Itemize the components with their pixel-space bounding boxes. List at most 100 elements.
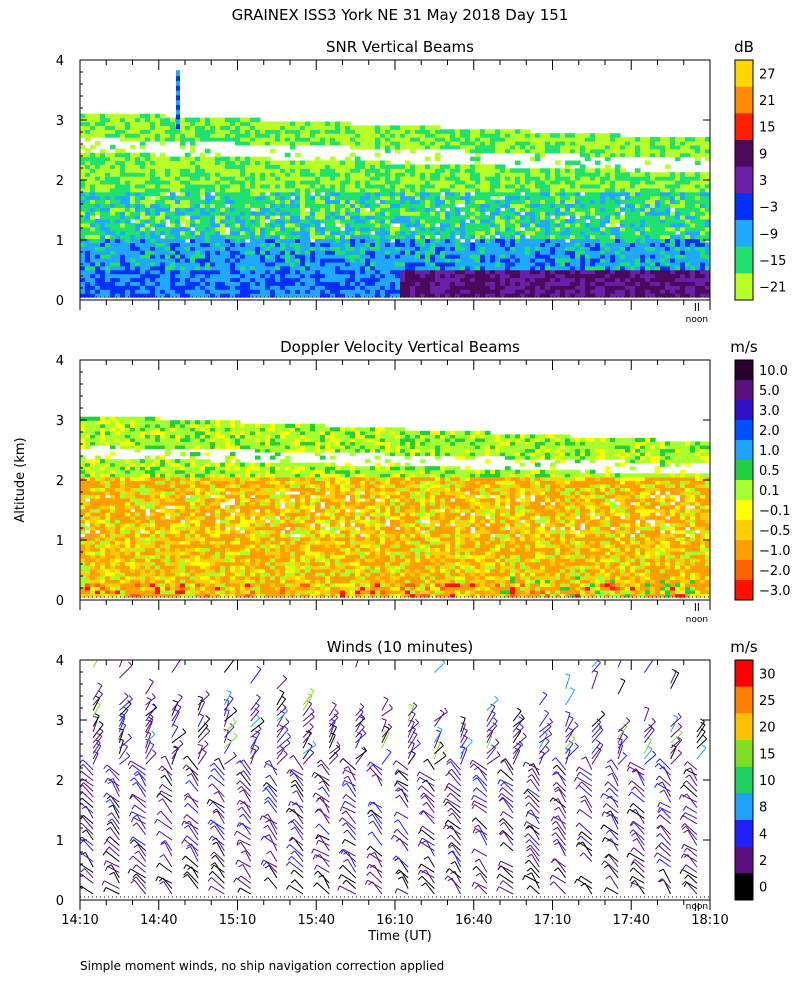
snr-cell	[490, 226, 496, 232]
snr-cell	[225, 293, 231, 298]
snr-cell	[470, 156, 476, 162]
snr-cell	[505, 191, 511, 197]
snr-cell	[410, 168, 416, 173]
snr-cell	[145, 160, 151, 165]
snr-cell	[290, 219, 296, 224]
snr-cell	[670, 234, 676, 240]
snr-cell	[295, 164, 301, 169]
snr-cell	[330, 187, 336, 193]
snr-cell	[155, 226, 161, 232]
snr-cell	[600, 137, 606, 142]
snr-cell	[180, 168, 186, 173]
snr-cell	[185, 121, 191, 126]
snr-cell	[195, 230, 201, 236]
snr-cell	[630, 183, 636, 189]
snr-cell	[585, 285, 591, 290]
snr-cell	[290, 242, 296, 247]
snr-cell	[145, 246, 151, 251]
snr-cell	[665, 242, 671, 247]
snr-cell	[245, 285, 251, 290]
snr-cell	[425, 230, 431, 236]
snr-cell	[425, 258, 431, 263]
snr-cell	[495, 273, 501, 279]
snr-cell	[175, 242, 181, 247]
snr-cell	[460, 250, 466, 255]
snr-cell	[495, 215, 501, 220]
snr-cell	[110, 238, 116, 243]
snr-cell	[195, 191, 201, 197]
snr-cell	[110, 254, 116, 259]
snr-cell	[490, 258, 496, 263]
snr-cell	[575, 168, 581, 173]
snr-cell	[255, 172, 261, 177]
snr-cell	[155, 261, 161, 267]
snr-cell	[565, 258, 571, 263]
snr-cell	[560, 199, 566, 204]
snr-cell	[150, 273, 156, 279]
snr-cell	[380, 215, 386, 220]
snr-cell	[445, 281, 451, 286]
snr-cell	[110, 195, 116, 201]
snr-cell	[635, 141, 641, 146]
snr-cell	[525, 191, 531, 197]
snr-cell	[660, 219, 666, 224]
snr-cell	[675, 156, 681, 162]
snr-cell	[310, 250, 316, 255]
snr-cell	[495, 265, 501, 271]
snr-cell	[345, 176, 351, 181]
snr-cell	[120, 254, 126, 259]
snr-cell	[630, 285, 636, 290]
snr-cell	[305, 160, 311, 165]
snr-cell	[90, 289, 96, 294]
snr-cell	[600, 226, 606, 232]
snr-cell	[200, 187, 206, 193]
snr-cell	[300, 180, 306, 185]
snr-cell	[440, 203, 446, 208]
snr-cell	[345, 273, 351, 279]
snr-cell	[235, 207, 241, 212]
snr-cell	[355, 203, 361, 208]
snr-cell	[375, 254, 381, 259]
snr-cell	[380, 277, 386, 282]
snr-cell	[350, 219, 356, 224]
snr-cell	[595, 172, 601, 177]
snr-cell	[505, 226, 511, 232]
snr-cell	[550, 293, 556, 298]
snr-cell	[200, 281, 206, 286]
snr-cell	[475, 215, 481, 220]
snr-cell	[485, 133, 491, 138]
snr-cell	[610, 191, 616, 197]
snr-cell	[105, 113, 111, 119]
snr-cell	[300, 222, 306, 228]
snr-cell	[410, 258, 416, 263]
snr-cell	[85, 137, 91, 142]
snr-cell	[245, 180, 251, 185]
snr-cell	[370, 238, 376, 243]
snr-cell	[335, 172, 341, 177]
snr-cell	[125, 250, 131, 255]
snr-cell	[535, 148, 541, 154]
snr-cell	[265, 258, 271, 263]
snr-cell	[395, 172, 401, 177]
snr-cell	[355, 191, 361, 197]
snr-cell	[185, 261, 191, 267]
snr-cell	[295, 289, 301, 294]
snr-cell	[620, 265, 626, 271]
snr-cell	[185, 183, 191, 189]
snr-cell	[105, 269, 111, 275]
snr-cell	[495, 219, 501, 224]
snr-cell	[150, 250, 156, 255]
snr-cell	[180, 242, 186, 247]
snr-cell	[180, 293, 186, 298]
snr-cell	[230, 199, 236, 204]
snr-cell	[535, 242, 541, 247]
snr-cell	[660, 187, 666, 193]
snr-cell	[125, 183, 131, 189]
snr-cell	[130, 125, 136, 130]
snr-cell	[460, 195, 466, 201]
snr-cell	[130, 164, 136, 169]
snr-cell	[630, 203, 636, 208]
snr-cell	[580, 187, 586, 193]
snr-cell	[240, 199, 246, 204]
snr-cell	[145, 234, 151, 240]
